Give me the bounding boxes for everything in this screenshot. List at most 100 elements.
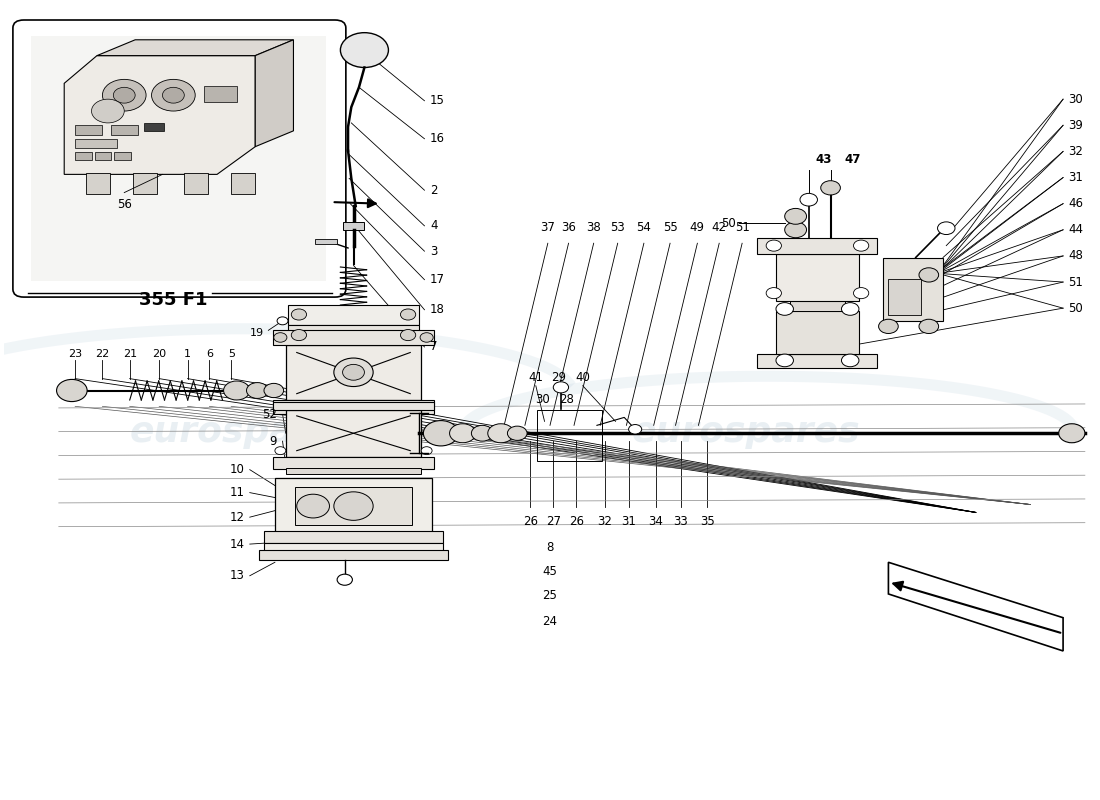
Circle shape (264, 383, 284, 398)
Text: 22: 22 (96, 349, 110, 359)
Circle shape (776, 302, 793, 315)
Circle shape (292, 309, 307, 320)
Bar (776, 310, 859, 354)
Text: 16: 16 (430, 132, 444, 146)
Bar (889, 279, 921, 314)
Bar (111, 125, 139, 134)
Circle shape (340, 33, 388, 67)
Bar (273, 330, 434, 345)
Text: 28: 28 (559, 393, 574, 406)
Circle shape (102, 79, 146, 111)
Text: 54: 54 (637, 221, 651, 234)
Bar (231, 173, 255, 194)
Circle shape (246, 382, 268, 398)
Bar (204, 86, 236, 102)
Circle shape (842, 302, 859, 315)
Text: 53: 53 (610, 221, 625, 234)
Circle shape (274, 333, 287, 342)
Circle shape (424, 421, 459, 446)
Bar (286, 410, 421, 457)
Bar (273, 400, 434, 414)
Circle shape (342, 364, 364, 380)
Text: 24: 24 (542, 615, 558, 628)
Bar (316, 238, 337, 244)
Text: 43: 43 (816, 154, 833, 166)
Text: 56: 56 (117, 198, 132, 211)
Text: 32: 32 (597, 514, 612, 528)
Text: 51: 51 (735, 221, 749, 234)
Circle shape (113, 87, 135, 103)
Bar (95, 152, 111, 160)
Circle shape (784, 222, 806, 238)
Text: 48: 48 (1068, 250, 1084, 262)
Text: 2: 2 (430, 184, 438, 197)
Bar (288, 305, 419, 325)
Circle shape (292, 330, 307, 341)
Bar (114, 152, 131, 160)
Polygon shape (255, 40, 294, 146)
Circle shape (91, 99, 124, 123)
Text: 23: 23 (68, 349, 82, 359)
Text: 12: 12 (229, 510, 244, 524)
Text: eurospares: eurospares (632, 414, 861, 449)
Circle shape (937, 222, 955, 234)
Bar (342, 222, 364, 230)
Polygon shape (64, 56, 255, 174)
Circle shape (275, 446, 286, 454)
Text: 11: 11 (229, 486, 244, 499)
Text: 5: 5 (228, 349, 234, 359)
Text: 26: 26 (569, 514, 584, 528)
Text: 4: 4 (430, 219, 438, 232)
Circle shape (297, 494, 330, 518)
Polygon shape (97, 40, 294, 56)
Circle shape (628, 425, 641, 434)
Circle shape (776, 354, 793, 366)
Circle shape (918, 319, 938, 334)
Circle shape (152, 79, 195, 111)
Bar (537, 410, 603, 461)
Text: 52: 52 (262, 408, 277, 421)
Bar (86, 173, 110, 194)
Text: 51: 51 (1068, 275, 1084, 289)
Bar (758, 238, 878, 254)
Bar (133, 173, 157, 194)
Text: 26: 26 (522, 514, 538, 528)
Text: 31: 31 (1068, 171, 1084, 184)
Circle shape (400, 309, 416, 320)
Text: 42: 42 (712, 221, 727, 234)
Circle shape (918, 268, 938, 282)
Circle shape (223, 381, 250, 400)
Bar (273, 402, 434, 410)
Text: 19: 19 (250, 328, 264, 338)
Text: 40: 40 (575, 371, 591, 384)
Polygon shape (889, 562, 1063, 651)
Text: eurospares: eurospares (130, 414, 359, 449)
Bar (758, 354, 878, 368)
Bar (776, 254, 859, 301)
Text: 7: 7 (430, 341, 438, 354)
Bar (273, 457, 434, 469)
Circle shape (784, 209, 806, 224)
Text: 38: 38 (586, 221, 601, 234)
Text: 9: 9 (270, 434, 277, 448)
Circle shape (854, 287, 869, 298)
Circle shape (400, 330, 416, 341)
Circle shape (421, 446, 432, 454)
Text: 55: 55 (662, 221, 678, 234)
Text: 355 F1: 355 F1 (139, 290, 208, 309)
FancyBboxPatch shape (13, 20, 345, 297)
Circle shape (337, 574, 352, 586)
Text: 49: 49 (690, 221, 705, 234)
Bar (295, 487, 412, 525)
Bar (258, 550, 449, 560)
Bar (286, 468, 421, 474)
Text: 25: 25 (542, 590, 558, 602)
Bar (790, 301, 845, 310)
Text: 10: 10 (230, 463, 244, 476)
Text: 39: 39 (1068, 118, 1084, 132)
Circle shape (800, 194, 817, 206)
Text: 6: 6 (206, 349, 213, 359)
Bar (75, 138, 117, 148)
Text: 45: 45 (542, 565, 558, 578)
Text: 32: 32 (1068, 145, 1084, 158)
